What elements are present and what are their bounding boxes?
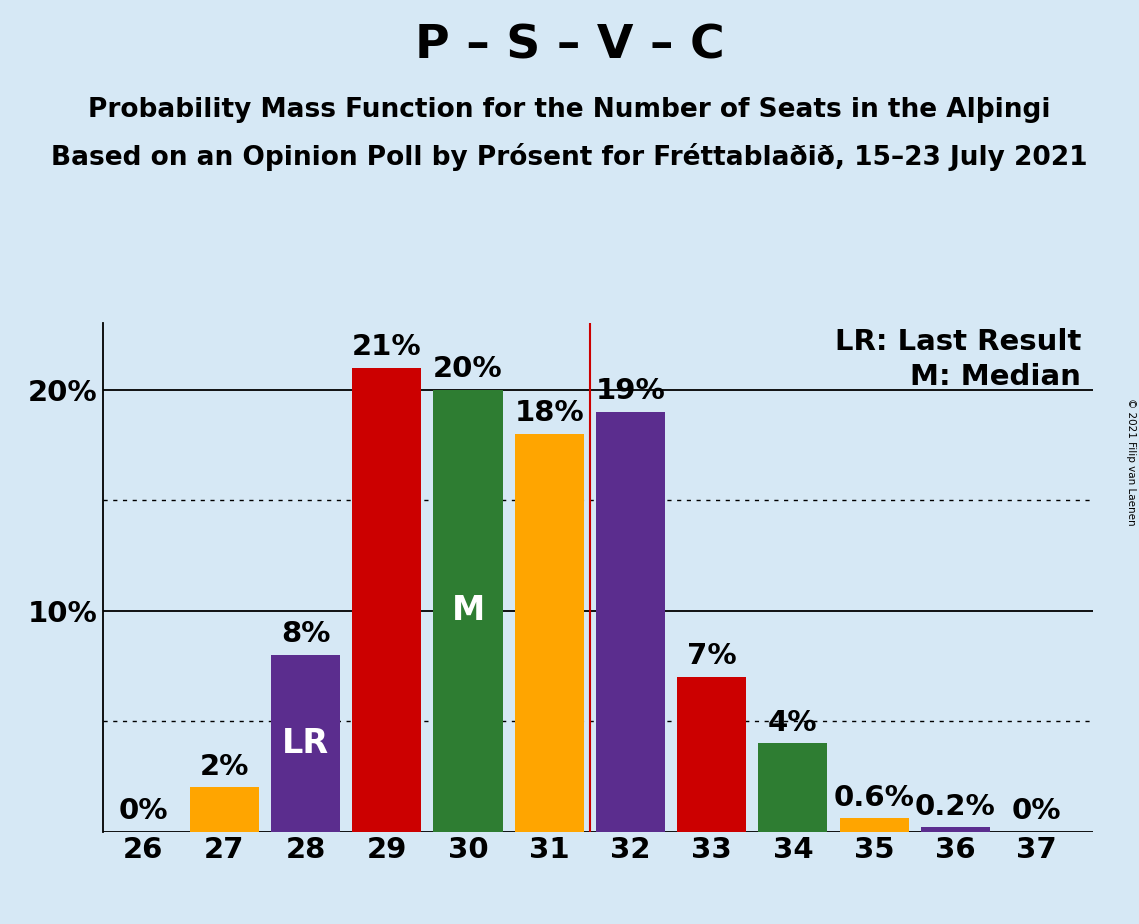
Bar — [839, 819, 909, 832]
Text: 0%: 0% — [118, 797, 167, 825]
Text: © 2021 Filip van Laenen: © 2021 Filip van Laenen — [1126, 398, 1136, 526]
Bar — [678, 677, 746, 832]
Bar — [515, 434, 584, 832]
Text: 7%: 7% — [687, 642, 737, 670]
Bar — [190, 787, 259, 832]
Text: LR: Last Result: LR: Last Result — [835, 328, 1081, 356]
Text: 0%: 0% — [1011, 797, 1062, 825]
Bar — [271, 655, 341, 832]
Bar — [434, 390, 502, 832]
Bar — [759, 743, 827, 832]
Text: LR: LR — [282, 726, 329, 760]
Text: 19%: 19% — [596, 377, 665, 405]
Text: 20%: 20% — [433, 355, 502, 383]
Text: 8%: 8% — [281, 620, 330, 649]
Text: M: M — [451, 594, 484, 627]
Bar — [920, 827, 990, 832]
Bar — [352, 368, 421, 832]
Text: P – S – V – C: P – S – V – C — [415, 23, 724, 68]
Text: 21%: 21% — [352, 333, 421, 361]
Text: 2%: 2% — [199, 753, 249, 781]
Text: 4%: 4% — [768, 709, 818, 736]
Bar — [596, 412, 665, 832]
Text: 0.6%: 0.6% — [834, 784, 915, 811]
Text: M: Median: M: Median — [910, 363, 1081, 391]
Text: 0.2%: 0.2% — [915, 793, 995, 821]
Text: Based on an Opinion Poll by Prósent for Fréttablaðið, 15–23 July 2021: Based on an Opinion Poll by Prósent for … — [51, 143, 1088, 171]
Text: Probability Mass Function for the Number of Seats in the Alþingi: Probability Mass Function for the Number… — [88, 97, 1051, 123]
Text: 18%: 18% — [515, 399, 584, 427]
